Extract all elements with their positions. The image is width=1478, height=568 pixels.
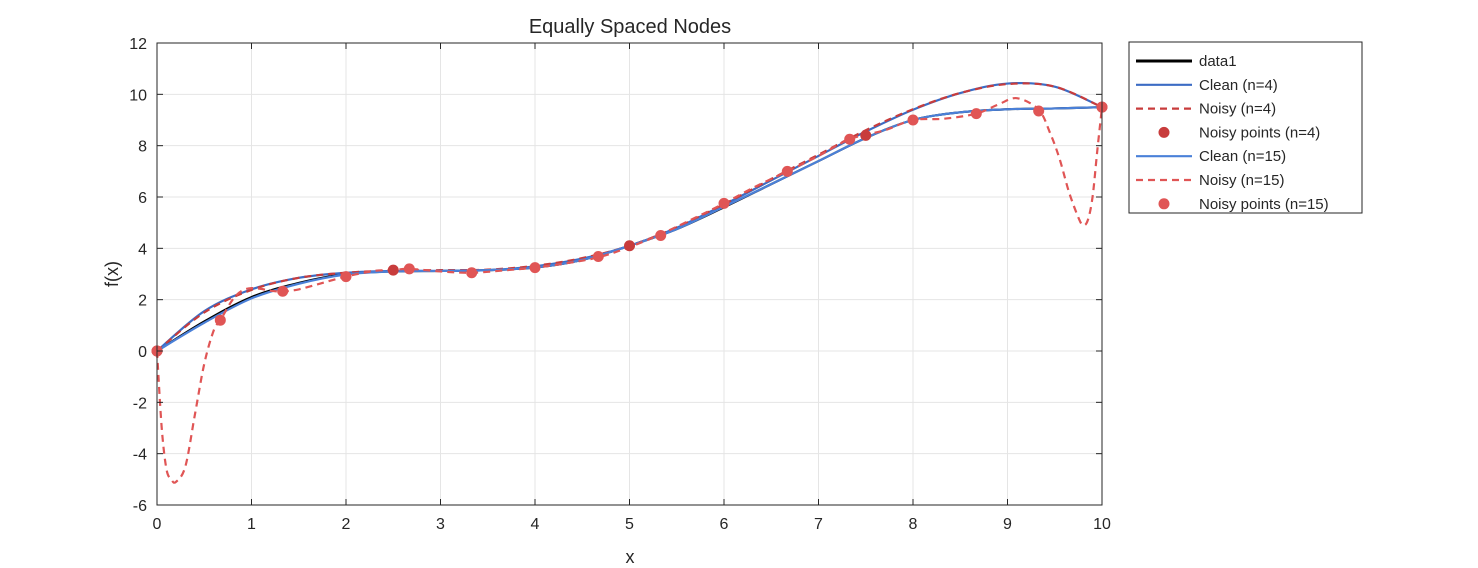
legend-item: Clean (n=4) bbox=[1136, 77, 1278, 94]
point-noisy-points-n-15 bbox=[781, 165, 793, 177]
y-tick-label: 0 bbox=[138, 344, 147, 361]
point-noisy-points-n-15 bbox=[844, 133, 856, 145]
point-noisy-points-n-15 bbox=[340, 271, 352, 283]
point-noisy-points-n-15 bbox=[277, 285, 289, 297]
point-noisy-points-n-15 bbox=[970, 108, 982, 120]
y-tick-label: 10 bbox=[129, 87, 147, 104]
legend-item: Noisy points (n=4) bbox=[1158, 124, 1320, 141]
point-noisy-points-n-15 bbox=[214, 314, 226, 326]
legend-item: data1 bbox=[1136, 53, 1237, 70]
point-noisy-points-n-4 bbox=[860, 129, 872, 141]
legend-label: data1 bbox=[1199, 53, 1237, 70]
y-tick-label: -6 bbox=[133, 498, 147, 515]
y-tick-label: 12 bbox=[129, 36, 147, 53]
x-tick-label: 2 bbox=[342, 516, 351, 533]
point-noisy-points-n-15 bbox=[403, 263, 415, 275]
x-tick-label: 3 bbox=[436, 516, 445, 533]
y-tick-label: 6 bbox=[138, 190, 147, 207]
x-tick-label: 5 bbox=[625, 516, 634, 533]
x-tick-label: 10 bbox=[1093, 516, 1111, 533]
point-noisy-points-n-4 bbox=[624, 240, 635, 252]
legend-label: Noisy points (n=15) bbox=[1199, 196, 1329, 213]
x-tick-label: 8 bbox=[909, 516, 918, 533]
point-noisy-points-n-15 bbox=[655, 230, 667, 241]
legend: data1 Clean (n=4) Noisy (n=4) Noisy points … bbox=[1128, 41, 1363, 214]
x-tick-label: 7 bbox=[814, 516, 823, 533]
legend-label: Noisy points (n=4) bbox=[1199, 124, 1320, 141]
legend-item: Noisy (n=4) bbox=[1136, 101, 1276, 118]
legend-marker bbox=[1158, 126, 1170, 138]
legend-item: Clean (n=15) bbox=[1136, 148, 1286, 165]
legend-label: Noisy (n=4) bbox=[1199, 101, 1276, 118]
y-tick-label: 2 bbox=[138, 293, 147, 310]
x-tick-label: 9 bbox=[1003, 516, 1012, 533]
y-tick-label: 4 bbox=[138, 241, 147, 258]
y-tick-label: -2 bbox=[133, 395, 147, 412]
x-axis-label: x bbox=[626, 547, 635, 567]
legend-label: Clean (n=15) bbox=[1199, 148, 1286, 165]
point-noisy-points-n-15 bbox=[718, 197, 730, 209]
point-noisy-points-n-15 bbox=[1033, 105, 1045, 117]
point-noisy-points-n-15 bbox=[907, 114, 919, 126]
point-noisy-points-n-4 bbox=[387, 264, 399, 276]
legend-label: Noisy (n=15) bbox=[1199, 172, 1284, 189]
y-tick-label: 8 bbox=[138, 139, 147, 156]
legend-box bbox=[1128, 41, 1363, 214]
point-noisy-points-n-15 bbox=[466, 267, 478, 279]
legend-marker bbox=[1158, 198, 1170, 210]
series-layer bbox=[151, 81, 1108, 484]
legend-item: Noisy points (n=15) bbox=[1158, 196, 1329, 213]
point-noisy-points-n-15 bbox=[529, 262, 541, 274]
x-tick-label: 4 bbox=[531, 516, 540, 533]
x-tick-label: 0 bbox=[153, 516, 162, 533]
y-axis-label: f(x) bbox=[102, 261, 122, 287]
x-tick-label: 1 bbox=[247, 516, 256, 533]
y-tick-label: -4 bbox=[133, 447, 147, 464]
chart-title: Equally Spaced Nodes bbox=[529, 16, 731, 38]
x-tick-label: 6 bbox=[720, 516, 729, 533]
series-line-noisy-n-15 bbox=[155, 97, 1104, 484]
legend-item: Noisy (n=15) bbox=[1136, 172, 1284, 189]
point-noisy-points-n-15 bbox=[592, 251, 604, 263]
legend-label: Clean (n=4) bbox=[1199, 77, 1278, 94]
